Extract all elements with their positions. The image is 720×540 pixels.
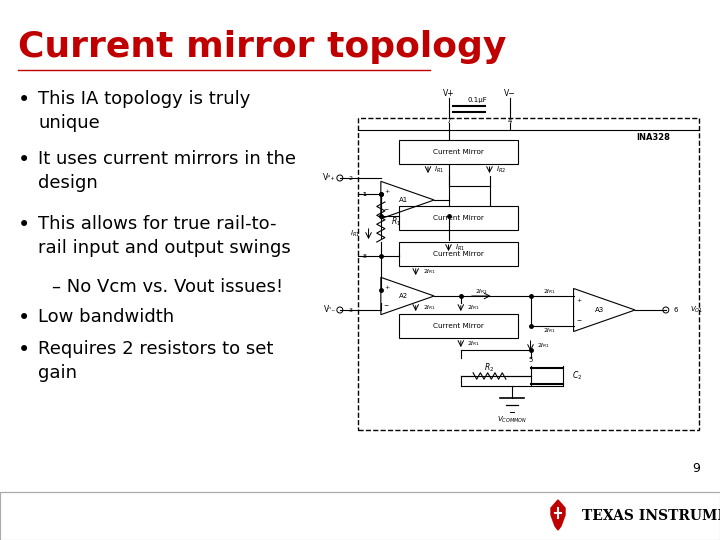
Text: Requires 2 resistors to set
gain: Requires 2 resistors to set gain xyxy=(38,340,274,382)
Text: $2I_{R1}$: $2I_{R1}$ xyxy=(474,287,488,296)
Text: This allows for true rail-to-
rail input and output swings: This allows for true rail-to- rail input… xyxy=(38,215,291,257)
Text: 0.1μF: 0.1μF xyxy=(467,97,487,103)
Text: 8: 8 xyxy=(362,253,366,259)
Text: $I_{R2}$: $I_{R2}$ xyxy=(495,165,505,175)
Text: $2I_{R1}$: $2I_{R1}$ xyxy=(467,340,480,348)
Text: 7: 7 xyxy=(446,118,451,124)
Text: $2I_{R1}$: $2I_{R1}$ xyxy=(423,267,436,276)
Bar xyxy=(0,492,720,540)
Text: $R_2$: $R_2$ xyxy=(485,362,495,374)
Text: $2I_{R1}$: $2I_{R1}$ xyxy=(543,326,556,335)
Text: This IA topology is truly
unique: This IA topology is truly unique xyxy=(38,90,251,132)
Text: Vⁿ₋: Vⁿ₋ xyxy=(323,306,336,314)
Text: Current Mirror: Current Mirror xyxy=(433,215,484,221)
Text: $2I_{R1}$: $2I_{R1}$ xyxy=(536,342,550,350)
Text: Current Mirror: Current Mirror xyxy=(433,149,484,155)
Text: $2I_{R1}$: $2I_{R1}$ xyxy=(543,287,556,296)
Bar xyxy=(359,118,698,430)
Text: It uses current mirrors in the
design: It uses current mirrors in the design xyxy=(38,150,296,192)
Text: $2I_{R1}$: $2I_{R1}$ xyxy=(423,303,436,313)
Text: TEXAS INSTRUMENTS: TEXAS INSTRUMENTS xyxy=(582,509,720,523)
Text: −: − xyxy=(384,302,389,307)
Text: +: + xyxy=(384,189,389,194)
Bar xyxy=(400,206,518,230)
Text: $R_1$: $R_1$ xyxy=(391,216,401,228)
Text: $C_2$: $C_2$ xyxy=(572,370,582,382)
Text: +: + xyxy=(577,298,582,302)
Text: Current Mirror: Current Mirror xyxy=(433,251,484,257)
Text: Current mirror topology: Current mirror topology xyxy=(18,30,506,64)
Text: 3: 3 xyxy=(348,307,352,313)
Text: A1: A1 xyxy=(399,197,408,203)
Text: INA328: INA328 xyxy=(636,133,670,143)
Text: $V_{O1}$: $V_{O1}$ xyxy=(690,305,703,315)
Text: −: − xyxy=(384,206,389,211)
Text: $V_{COMMON}$: $V_{COMMON}$ xyxy=(497,415,527,425)
Text: A2: A2 xyxy=(399,293,408,299)
Bar xyxy=(400,242,518,266)
Text: $I_{R1}$: $I_{R1}$ xyxy=(350,229,360,239)
Text: 9: 9 xyxy=(692,462,700,475)
Text: A3: A3 xyxy=(595,307,604,313)
Text: •: • xyxy=(18,308,30,328)
Bar xyxy=(400,140,518,164)
Text: Vᵖ₊: Vᵖ₊ xyxy=(323,173,336,183)
Polygon shape xyxy=(551,500,565,530)
Text: •: • xyxy=(18,90,30,110)
Text: V+: V+ xyxy=(443,90,454,98)
Text: – No Vcm vs. Vout issues!: – No Vcm vs. Vout issues! xyxy=(52,278,283,296)
Text: 5: 5 xyxy=(528,357,533,363)
Text: V−: V− xyxy=(504,90,516,98)
Text: 6: 6 xyxy=(674,307,678,313)
Bar xyxy=(400,314,518,338)
Text: •: • xyxy=(18,215,30,235)
Text: Current Mirror: Current Mirror xyxy=(433,323,484,329)
Text: T: T xyxy=(567,509,577,523)
Text: 4: 4 xyxy=(508,118,512,124)
Text: +: + xyxy=(384,285,389,290)
Text: 2: 2 xyxy=(348,176,352,180)
Text: $I_{R1}$: $I_{R1}$ xyxy=(454,243,464,253)
Text: •: • xyxy=(18,340,30,360)
Text: −: − xyxy=(577,318,582,322)
Text: 1: 1 xyxy=(362,192,366,197)
Text: $2I_{R1}$: $2I_{R1}$ xyxy=(467,303,480,313)
Text: 1: 1 xyxy=(362,192,366,197)
Text: $I_{R1}$: $I_{R1}$ xyxy=(434,165,444,175)
Text: Low bandwidth: Low bandwidth xyxy=(38,308,174,326)
Text: •: • xyxy=(18,150,30,170)
